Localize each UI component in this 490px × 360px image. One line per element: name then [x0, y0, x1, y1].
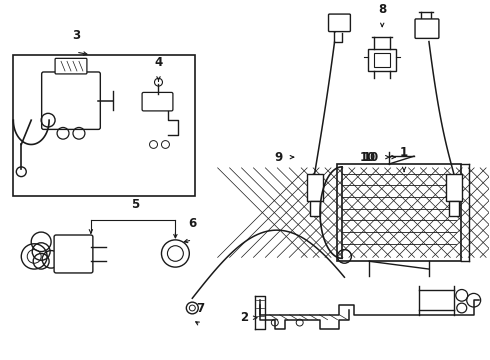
Bar — [374, 53, 390, 67]
Text: 2: 2 — [240, 311, 248, 324]
Bar — [449, 201, 459, 216]
Text: 1: 1 — [400, 146, 408, 159]
FancyBboxPatch shape — [142, 93, 173, 111]
Text: 8: 8 — [378, 3, 386, 16]
FancyBboxPatch shape — [415, 19, 439, 39]
Text: 3: 3 — [72, 29, 80, 42]
Text: 6: 6 — [188, 217, 196, 230]
FancyBboxPatch shape — [55, 58, 87, 74]
Text: 4: 4 — [154, 55, 163, 68]
FancyBboxPatch shape — [54, 235, 93, 273]
Bar — [13, 55, 196, 196]
Text: 7: 7 — [196, 302, 204, 315]
Text: 9: 9 — [274, 150, 283, 164]
Text: 5: 5 — [131, 198, 140, 211]
Text: 10: 10 — [363, 150, 379, 164]
Bar — [446, 174, 462, 201]
Bar — [310, 201, 319, 216]
Bar — [368, 49, 396, 71]
Bar — [307, 174, 322, 201]
Text: 10: 10 — [360, 150, 376, 164]
FancyBboxPatch shape — [42, 72, 100, 129]
FancyBboxPatch shape — [328, 14, 350, 32]
Bar — [337, 164, 461, 261]
